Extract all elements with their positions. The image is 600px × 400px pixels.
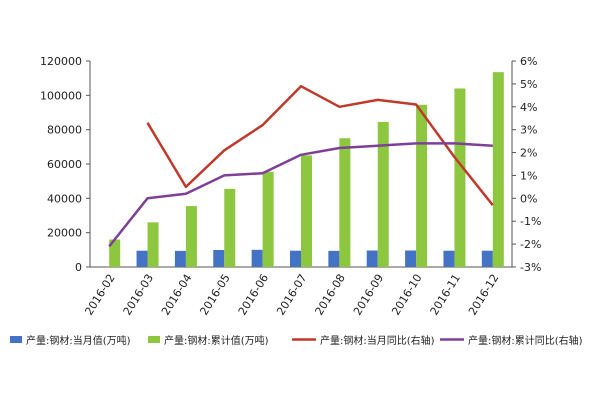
bar bbox=[328, 250, 340, 267]
bar bbox=[416, 104, 428, 268]
right-tick-label: 3% bbox=[520, 124, 537, 137]
bar bbox=[481, 250, 493, 267]
bar bbox=[443, 250, 455, 267]
right-tick-label: 0% bbox=[520, 192, 537, 205]
legend: 产量:钢材:当月值(万吨) 产量:钢材:累计值(万吨) 产量:钢材:当月同比(右轴)… bbox=[10, 334, 583, 347]
x-tick-label: 2016-10 bbox=[389, 272, 424, 318]
bar bbox=[366, 250, 378, 267]
left-tick-label: 0 bbox=[75, 261, 82, 274]
x-tick-label: 2016-11 bbox=[428, 272, 463, 318]
legend-label: 产量:钢材:当月同比(右轴) bbox=[320, 334, 435, 347]
x-tick-label: 2016-07 bbox=[274, 272, 309, 318]
legend-label: 产量:钢材:当月值(万吨) bbox=[26, 334, 131, 347]
bar bbox=[224, 188, 236, 267]
line-series bbox=[108, 84, 494, 248]
x-tick-label: 2016-06 bbox=[236, 272, 271, 318]
legend-swatch bbox=[10, 336, 22, 343]
left-tick-label: 20000 bbox=[47, 227, 82, 240]
left-tick-label: 60000 bbox=[47, 158, 82, 171]
right-tick-label: -2% bbox=[520, 238, 541, 251]
x-tick-label: 2016-08 bbox=[313, 272, 348, 318]
right-tick-label: 2% bbox=[520, 147, 537, 160]
bar bbox=[136, 250, 148, 267]
right-tick-label: -1% bbox=[520, 215, 541, 228]
legend-label: 产量:钢材:累计同比(右轴) bbox=[468, 334, 583, 347]
bar bbox=[213, 250, 225, 267]
x-tick-label: 2016-09 bbox=[351, 272, 386, 318]
bar bbox=[492, 72, 504, 268]
left-tick-label: 120000 bbox=[40, 55, 82, 68]
series-line bbox=[146, 84, 494, 206]
bar-series bbox=[109, 72, 504, 268]
bar bbox=[301, 155, 312, 267]
right-tick-label: 6% bbox=[520, 55, 537, 68]
bar bbox=[147, 222, 159, 267]
right-tick-label: 1% bbox=[520, 169, 537, 182]
right-tick-label: 5% bbox=[520, 78, 537, 91]
bar bbox=[405, 250, 417, 267]
bar bbox=[262, 171, 274, 267]
bar bbox=[251, 249, 263, 267]
bar bbox=[377, 121, 389, 267]
x-tick-label: 2016-05 bbox=[197, 272, 232, 318]
tick-labels: 0 20000 40000 60000 80000 100000 120000 -3% -2% -… bbox=[40, 55, 541, 318]
legend-label: 产量:钢材:累计值(万吨) bbox=[164, 334, 269, 347]
bar bbox=[109, 239, 121, 267]
left-tick-label: 40000 bbox=[47, 192, 82, 205]
right-tick-label: -3% bbox=[520, 261, 541, 274]
x-tick-label: 2016-12 bbox=[466, 272, 501, 318]
left-tick-label: 80000 bbox=[47, 124, 82, 137]
bar bbox=[339, 138, 351, 267]
x-tick-label: 2016-04 bbox=[159, 272, 194, 318]
series-line bbox=[108, 142, 493, 248]
x-tick-label: 2016-02 bbox=[82, 272, 117, 318]
x-tick-label: 2016-03 bbox=[121, 272, 156, 318]
bar bbox=[454, 88, 466, 267]
bar bbox=[174, 250, 186, 267]
right-tick-label: 4% bbox=[520, 101, 537, 114]
bar bbox=[185, 206, 197, 267]
left-tick-label: 100000 bbox=[40, 89, 82, 102]
legend-swatch bbox=[148, 336, 160, 343]
bar bbox=[290, 250, 301, 267]
